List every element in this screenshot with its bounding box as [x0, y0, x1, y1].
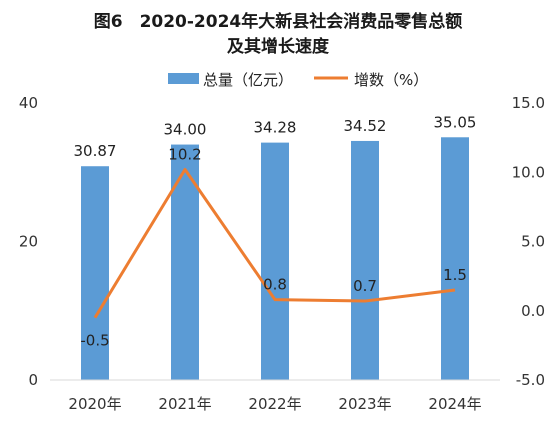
line-value-label: 0.7	[353, 277, 377, 295]
bar-series	[81, 137, 469, 380]
x-axis: 2020年 2021年 2022年 2023年 2024年	[50, 379, 500, 413]
right-tick-label: 15.0	[512, 94, 545, 112]
x-tick-label: 2021年	[158, 395, 211, 413]
line-value-labels: -0.5 10.2 0.8 0.7 1.5	[80, 145, 467, 349]
bar	[261, 142, 289, 380]
bar	[81, 166, 109, 380]
line-series	[93, 167, 456, 319]
left-y-axis: 0 20 40	[19, 94, 38, 389]
bar-value-label: 35.05	[434, 113, 477, 131]
right-tick-label: -5.0	[516, 371, 545, 389]
bar-value-labels: 30.87 34.00 34.28 34.52 35.05	[74, 113, 477, 160]
right-tick-label: 10.0	[512, 163, 545, 181]
x-tick-label: 2020年	[68, 395, 121, 413]
right-y-axis: -5.0 0.0 5.0 10.0 15.0	[512, 94, 545, 389]
bar-value-label: 34.52	[344, 117, 387, 135]
left-tick-label: 20	[19, 233, 38, 251]
bar	[441, 137, 469, 380]
legend-bar-label: 总量（亿元）	[203, 71, 293, 89]
legend-bar-swatch	[168, 73, 199, 84]
chart-title-line1: 图6 2020-2024年大新县社会消费品零售总额	[94, 11, 463, 32]
line-value-label: 10.2	[168, 145, 201, 163]
left-tick-label: 0	[28, 371, 38, 389]
bar	[351, 140, 379, 380]
right-tick-label: 0.0	[521, 302, 545, 320]
legend-line-label: 增数（%）	[354, 71, 428, 89]
line-value-label: 1.5	[443, 266, 467, 284]
right-tick-label: 5.0	[521, 233, 545, 251]
growth-line	[93, 167, 456, 319]
legend: 总量（亿元） 增数（%）	[168, 71, 428, 89]
bar	[171, 144, 199, 380]
left-tick-label: 40	[19, 94, 38, 112]
chart-title-line2: 及其增长速度	[227, 36, 330, 57]
line-value-label: 0.8	[263, 276, 287, 294]
line-value-label: -0.5	[80, 332, 109, 350]
x-tick-label: 2022年	[248, 395, 301, 413]
bar-value-label: 30.87	[74, 142, 117, 160]
bar-value-label: 34.28	[254, 119, 297, 137]
x-tick-label: 2023年	[338, 395, 391, 413]
bar-value-label: 34.00	[164, 121, 207, 139]
x-tick-label: 2024年	[428, 395, 481, 413]
